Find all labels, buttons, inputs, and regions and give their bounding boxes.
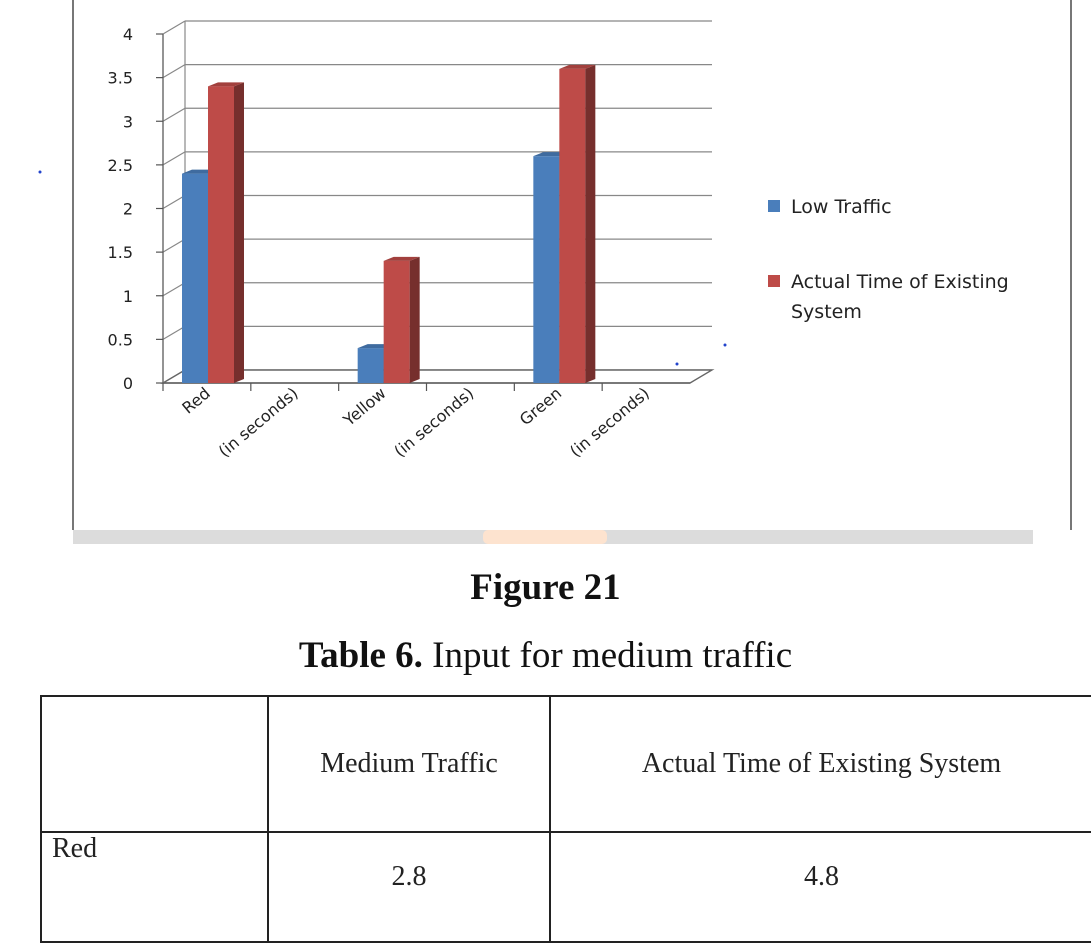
y-tick-label: 1.5 <box>108 243 133 262</box>
y-tick-label: 3 <box>123 112 133 131</box>
bar-front <box>208 86 234 383</box>
gridline-side <box>162 20 186 35</box>
table-header-cell: Actual Time of Existing System <box>549 695 1091 833</box>
figure-caption: Figure 21 <box>470 567 621 608</box>
table-header-cell: Medium Traffic <box>267 695 551 833</box>
gridline-side <box>162 64 186 79</box>
gridline-side <box>162 194 186 210</box>
x-tick-label: (in seconds) <box>566 384 653 461</box>
y-tick-label: 4 <box>123 25 133 44</box>
table-caption-label: Table 6. <box>298 635 423 676</box>
x-tick-label: Green <box>516 384 565 430</box>
gridline-side <box>162 325 186 340</box>
table-cell: 2.8 <box>267 831 551 943</box>
bar-front <box>357 348 384 383</box>
table-row: Red 2.8 4.8 <box>40 831 1091 943</box>
bar-top <box>383 256 420 261</box>
table-header-cell <box>40 695 269 833</box>
y-tick-label: 0 <box>123 374 133 393</box>
gridline-side <box>162 107 186 122</box>
legend-label-low-traffic: Low Traffic <box>791 196 892 218</box>
stray-dot <box>38 170 42 174</box>
bar-front <box>559 68 586 384</box>
bar-top <box>208 82 244 87</box>
legend: Low Traffic Actual Time of Existing Syst… <box>768 196 1009 323</box>
x-tick-label: (in seconds) <box>215 384 302 461</box>
gridline-side <box>162 238 186 253</box>
y-tick-label: 2.5 <box>108 156 133 175</box>
stray-dot <box>675 362 679 366</box>
y-tick-label: 1 <box>123 287 133 306</box>
x-tick-label: (in seconds) <box>390 384 477 461</box>
x-tick-label: Yellow <box>339 384 390 431</box>
gridline-side <box>162 282 186 297</box>
legend-swatch-low-traffic <box>768 200 780 212</box>
bar-front <box>533 156 560 383</box>
table-cell: Red <box>40 831 269 943</box>
bar-top <box>559 64 596 69</box>
chart-shadow-highlight <box>483 530 607 544</box>
table-caption-text: Input for medium traffic <box>422 635 793 676</box>
bar-chart: 00.511.522.533.54 Red (in seconds) Yellow(… <box>38 0 1072 544</box>
x-tick-label: Red <box>178 384 214 418</box>
legend-label-actual-time: Actual Time of Existing <box>791 271 1009 293</box>
stray-dot <box>723 343 727 347</box>
y-tick-label: 3.5 <box>108 69 133 88</box>
legend-label-actual-time-cont: System <box>791 301 862 323</box>
bar-side <box>409 256 420 383</box>
table-caption: Table 6. Input for medium traffic <box>0 634 1091 677</box>
bar-front <box>182 173 208 383</box>
table-header-row: Medium Traffic Actual Time of Existing S… <box>40 695 1091 833</box>
legend-swatch-actual-time <box>768 275 780 287</box>
y-tick-label: 0.5 <box>108 330 133 349</box>
bar-front <box>383 260 410 383</box>
gridline-side <box>162 151 186 166</box>
chart-floor <box>160 369 715 384</box>
bar-side <box>234 82 244 383</box>
bar-side <box>585 64 596 384</box>
data-table: Medium Traffic Actual Time of Existing S… <box>40 695 1091 943</box>
y-tick-label: 2 <box>123 200 133 219</box>
table-cell: 4.8 <box>549 831 1091 943</box>
